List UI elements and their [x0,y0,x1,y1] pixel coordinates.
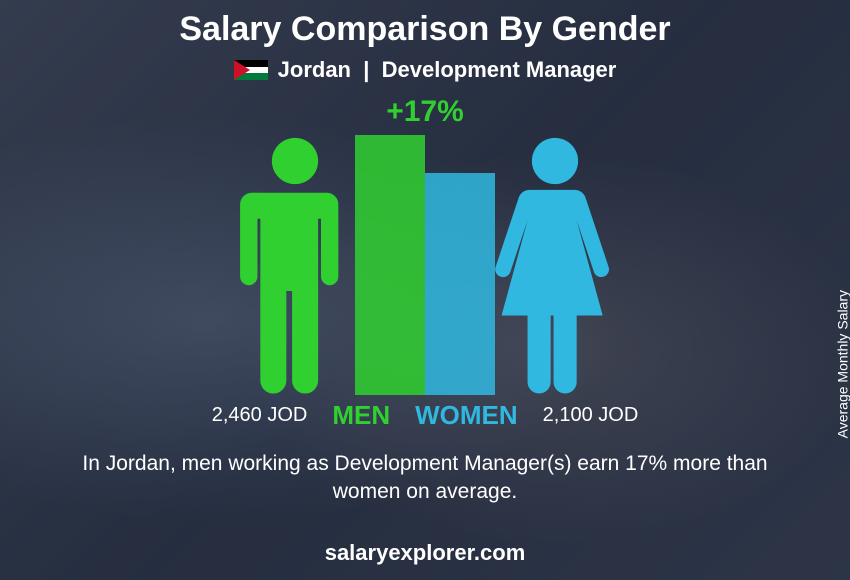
country-label: Jordan [278,57,351,82]
jordan-flag-icon [234,60,268,80]
job-title-label: Development Manager [382,57,617,82]
description-text: In Jordan, men working as Development Ma… [60,450,790,507]
percent-difference-label: +17% [0,95,850,129]
men-bar [355,135,425,395]
women-label: WOMEN [415,400,518,431]
page-title: Salary Comparison By Gender [0,10,850,49]
bottom-labels: 2,460 JOD MEN WOMEN 2,100 JOD [0,400,850,431]
women-salary-label: 2,100 JOD [543,404,639,427]
men-salary-label: 2,460 JOD [212,404,308,427]
subtitle-row: Jordan | Development Manager [0,57,850,83]
subtitle-text: Jordan | Development Manager [278,57,617,83]
women-bar [425,173,495,395]
chart-area: +17% 2,460 JOD MEN WOMEN 2,100 JOD [0,95,850,435]
man-icon [220,135,370,395]
separator: | [363,57,369,82]
infographic-container: Salary Comparison By Gender Jordan | Dev… [0,0,850,580]
y-axis-label: Average Monthly Salary [834,290,850,438]
woman-icon [480,135,630,395]
men-label: MEN [332,400,390,431]
footer-source: salaryexplorer.com [0,540,850,566]
header: Salary Comparison By Gender Jordan | Dev… [0,10,850,83]
figures-row [0,130,850,395]
